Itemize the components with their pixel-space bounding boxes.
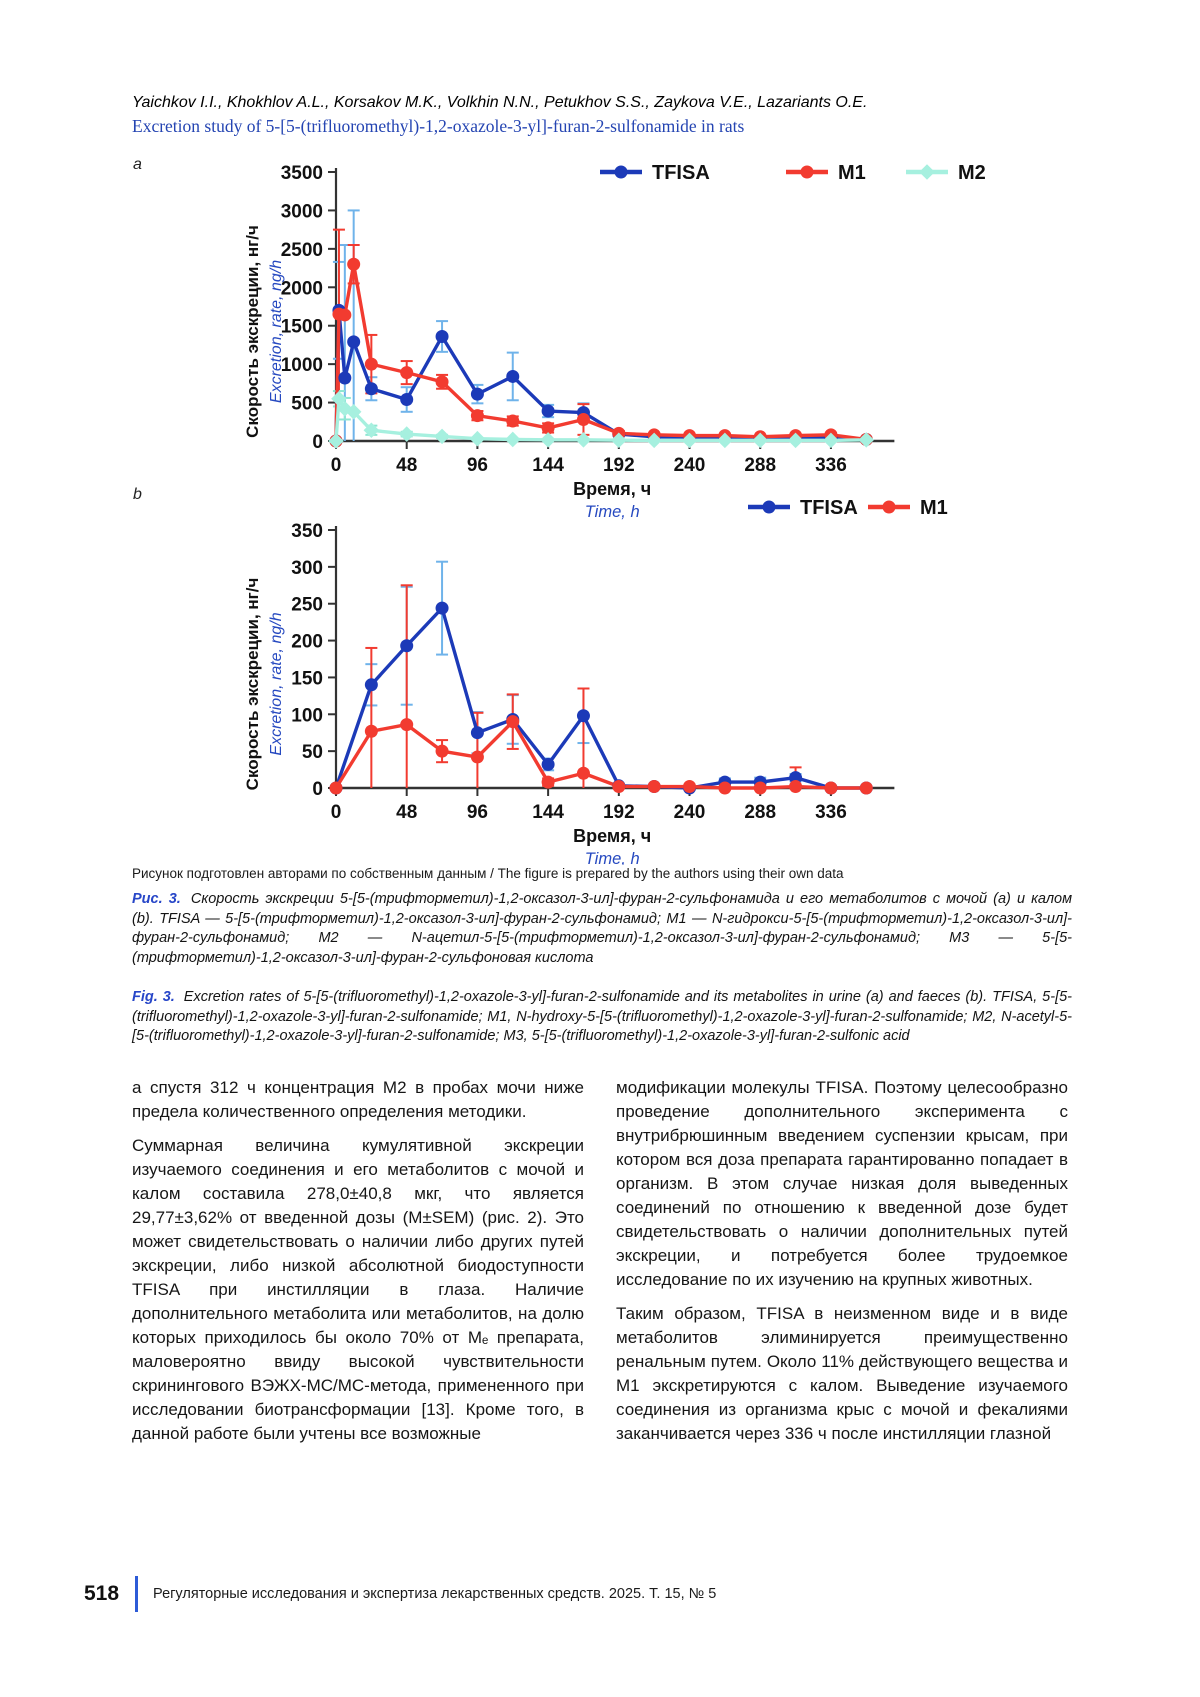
svg-text:M2: M2 [958, 162, 986, 184]
figure-caption-ru: Рис. 3. Скорость экскреции 5-[5-(трифтор… [132, 890, 1072, 968]
svg-text:250: 250 [291, 595, 323, 616]
svg-text:0: 0 [331, 455, 342, 476]
authors-line: Yaichkov I.I., Khokhlov A.L., Korsakov M… [132, 94, 868, 111]
svg-text:288: 288 [744, 802, 776, 823]
svg-text:192: 192 [603, 802, 635, 823]
page-footer: 518 Регуляторные исследования и эксперти… [84, 1576, 716, 1612]
body-paragraph: модификации молекулы TFISA. Поэтому целе… [616, 1078, 1068, 1289]
svg-text:0: 0 [312, 779, 323, 800]
figure-caption-en-label: Fig. 3. [132, 989, 175, 1005]
svg-text:2000: 2000 [281, 278, 323, 299]
footer-divider [135, 1576, 139, 1612]
svg-text:336: 336 [815, 455, 847, 476]
panel-a-label: a [133, 156, 142, 173]
svg-text:Time, h: Time, h [585, 850, 640, 865]
svg-text:192: 192 [603, 455, 635, 476]
svg-text:Время, ч: Время, ч [573, 479, 651, 499]
chart-b-canvas: 0 50 100 150 200 250 300 350 0 48 96 144 192 240 288 33… [243, 497, 948, 865]
svg-text:336: 336 [815, 802, 847, 823]
svg-text:3500: 3500 [281, 163, 323, 184]
svg-text:48: 48 [396, 802, 417, 823]
svg-text:3000: 3000 [281, 201, 323, 222]
figure-caption-en: Fig. 3. Excretion rates of 5-[5-(trifluo… [132, 988, 1072, 1047]
svg-text:50: 50 [302, 742, 323, 763]
svg-text:M1: M1 [920, 497, 948, 519]
svg-text:TFISA: TFISA [800, 497, 858, 519]
svg-text:M1: M1 [838, 162, 866, 184]
svg-text:Excretion, rate, ng/h: Excretion, rate, ng/h [268, 612, 285, 755]
journal-line: Регуляторные исследования и экспертиза л… [153, 1586, 717, 1602]
svg-text:Время, ч: Время, ч [573, 826, 651, 846]
body-column-left: а спустя 312 ч концентрация M2 в пробах … [132, 1076, 584, 1456]
svg-text:0: 0 [331, 802, 342, 823]
svg-text:1500: 1500 [281, 317, 323, 338]
svg-text:240: 240 [674, 455, 706, 476]
svg-text:96: 96 [467, 802, 488, 823]
body-paragraph: а спустя 312 ч концентрация M2 в пробах … [132, 1078, 584, 1121]
svg-text:1000: 1000 [281, 355, 323, 376]
figure-caption-en-text: Excretion rates of 5-[5-(trifluoromethyl… [132, 989, 1072, 1044]
svg-text:144: 144 [532, 455, 564, 476]
svg-text:200: 200 [291, 632, 323, 653]
svg-text:Скорость экскреции, нг/ч: Скорость экскреции, нг/ч [243, 225, 262, 438]
svg-text:144: 144 [532, 802, 564, 823]
svg-text:Time, h: Time, h [585, 503, 640, 521]
figure-caption-ru-label: Рис. 3. [132, 891, 181, 907]
svg-text:150: 150 [291, 668, 323, 689]
svg-text:48: 48 [396, 455, 417, 476]
body-paragraph: Таким образом, TFISA в неизменном виде и… [616, 1304, 1068, 1443]
svg-text:2500: 2500 [281, 240, 323, 261]
svg-text:96: 96 [467, 455, 488, 476]
svg-text:300: 300 [291, 558, 323, 579]
article-title: Excretion study of 5-[5-(trifluoromethyl… [132, 116, 745, 136]
svg-text:350: 350 [291, 521, 323, 542]
svg-text:Excretion, rate, ng/h: Excretion, rate, ng/h [268, 260, 285, 403]
figure-source-note: Рисунок подготовлен авторами по собствен… [132, 866, 844, 881]
svg-text:0: 0 [312, 432, 323, 453]
page-number: 518 [84, 1582, 120, 1605]
panel-b-label: b [133, 486, 142, 503]
svg-text:TFISA: TFISA [652, 162, 710, 184]
chart-a-canvas: 0 500 1000 1500 2000 2500 3000 3500 0 48 96 144 192 2… [243, 162, 986, 521]
svg-text:240: 240 [674, 802, 706, 823]
svg-text:100: 100 [291, 705, 323, 726]
svg-text:500: 500 [291, 394, 323, 415]
body-column-right: модификации молекулы TFISA. Поэтому целе… [616, 1076, 1068, 1456]
body-paragraph: Суммарная величина кумулятивной экскреци… [132, 1136, 584, 1443]
figure-caption-ru-text: Скорость экскреции 5-[5-(трифторметил)-1… [132, 891, 1073, 966]
svg-text:Скорость экскреции, нг/ч: Скорость экскреции, нг/ч [243, 578, 262, 791]
svg-text:288: 288 [744, 455, 776, 476]
